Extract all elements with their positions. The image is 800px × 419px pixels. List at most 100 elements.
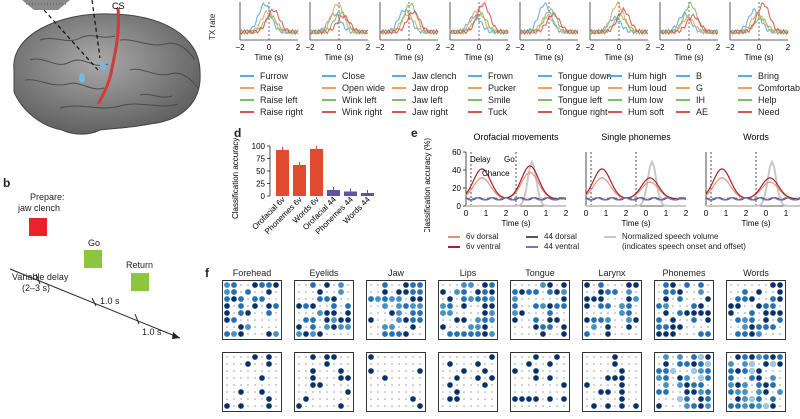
psth-subplot: −2 0 2 Time (s) [375,2,441,62]
grid-dot [252,303,258,309]
grid-dot [417,289,423,295]
grid-dot [489,375,495,381]
grid-dot-inactive [693,377,695,379]
grid-dot [540,331,546,337]
grid-dot [245,310,251,316]
duration-go: 1.0 s [100,296,120,306]
grid-dot [259,375,265,381]
grid-dot [742,296,748,302]
grid-dot-inactive [779,377,781,379]
grid-dot [482,324,488,330]
legend-item: Hum high [608,70,667,82]
grid-dot-inactive [298,356,300,358]
grid-dot-inactive [700,319,702,321]
grid-dot [245,324,251,330]
line-xtick-label: 0 [644,209,649,218]
grid-dot [489,317,495,323]
grid-dot [396,303,402,309]
legend-swatch [738,99,752,101]
grid-dot-inactive [535,384,537,386]
grid-dot-inactive [326,333,328,335]
grid-dot [310,354,316,360]
legend-label: Hum low [628,95,664,105]
grid-dot [663,310,669,316]
psth-tick-label: 2 [716,43,721,52]
grid-dot-inactive [319,319,321,321]
grid-dot-inactive [384,405,386,407]
grid-dot [698,368,704,374]
grid-dot-inactive [449,291,451,293]
grid-dot-inactive [377,333,379,335]
grid-dot [749,396,755,402]
grid-dot [749,403,755,409]
grid-dot-inactive [233,312,235,314]
grid-dot-inactive [391,305,393,307]
grid-dot-inactive [542,319,544,321]
e-legend-label: 6v ventral [466,242,501,251]
grid-dot-inactive [672,405,674,407]
grid-dot-inactive [593,398,595,400]
grid-dot [598,296,604,302]
e-legend-item: 44 ventral [526,242,579,251]
grid-dot [403,303,409,309]
annotation-go: Go [504,155,515,164]
panel-d-letter: d [234,126,242,140]
legend-label: Pucker [488,83,517,93]
grid-dot [310,375,316,381]
grid-dot [554,303,560,309]
grid-dot-inactive [405,398,407,400]
grid-dot [735,368,741,374]
grid-dot-inactive [772,391,774,393]
grid-dot-inactive [233,391,235,393]
grid-dot-inactive [268,319,270,321]
grid-dot [684,361,690,367]
grid-dot [259,389,265,395]
grid-dot-inactive [268,326,270,328]
psth-xlabel: Time (s) [604,53,633,62]
grid-dot [770,296,776,302]
grid-dot-inactive [607,398,609,400]
grid-dot-inactive [556,298,558,300]
grid-dot-inactive [621,291,623,293]
grid-dot-inactive [377,312,379,314]
grid-dot-inactive [521,370,523,372]
legend-label: Frown [488,71,514,81]
grid-dot-inactive [305,377,307,379]
grid-dot [742,361,748,367]
grid-dot [468,331,474,337]
grid-dot [749,310,755,316]
grid-dot-inactive [693,398,695,400]
delay-range-label: (2–3 s) [22,283,51,293]
legend-swatch [468,87,482,89]
grid-dot [410,289,416,295]
grid-dot-inactive [593,391,595,393]
grid-dot-inactive [765,377,767,379]
grid-dot [252,354,258,360]
grid-dot-inactive [326,305,328,307]
grid-dot-inactive [240,291,242,293]
grid-dot [735,331,741,337]
legend-item: Tongue right [538,106,612,118]
grid-dot-inactive [542,405,544,407]
grid-dot [554,354,560,360]
grid-dot [584,296,590,302]
grid-dot-inactive [319,377,321,379]
grid-dot [396,310,402,316]
grid-dot-inactive [449,319,451,321]
grid-dot-inactive [442,377,444,379]
grid-dot-inactive [635,356,637,358]
grid-dot [512,310,518,316]
grid-dot [763,303,769,309]
grid-dot [663,296,669,302]
grid-dot [605,317,611,323]
grid-dot-inactive [470,384,472,386]
grid-dot-inactive [521,284,523,286]
grid-dot-inactive [586,312,588,314]
grid-dot [238,331,244,337]
grid-dot [705,375,711,381]
grid-dot-inactive [449,284,451,286]
grid-dot [382,331,388,337]
grid-dot-inactive [679,391,681,393]
grid-dot-inactive [679,319,681,321]
grid-dot [266,331,272,337]
